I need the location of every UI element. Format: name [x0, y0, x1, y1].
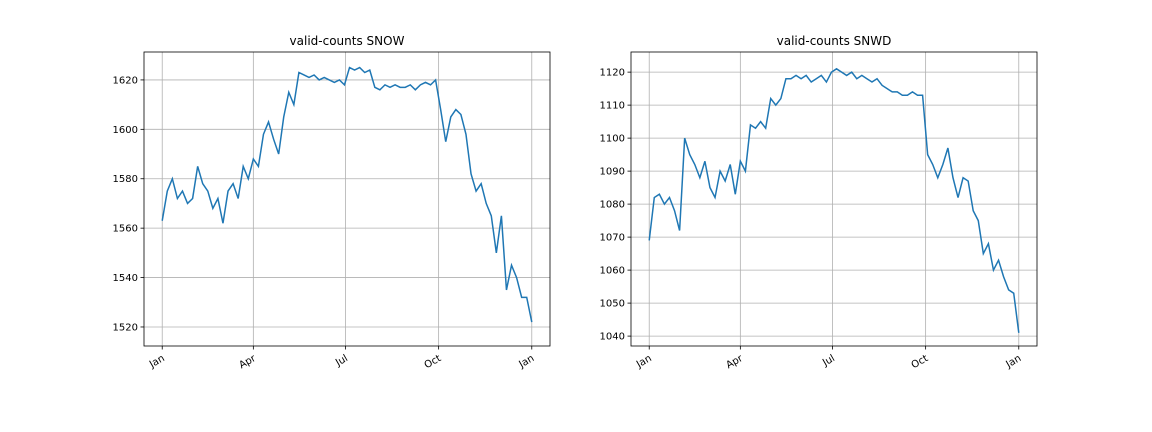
line: [648, 67, 1020, 333]
chart-title: valid-counts SNWD: [777, 34, 892, 48]
y-tick-label: 1080: [600, 200, 625, 211]
x-tick-label: Oct: [423, 353, 444, 371]
y-tick-label: 1090: [600, 167, 625, 178]
y-tick-label: 1620: [113, 75, 138, 86]
y-tick-label: 1100: [600, 134, 625, 145]
x-tick-label: Oct: [910, 353, 931, 371]
y-tick-label: 1540: [113, 273, 138, 284]
y-tick-label: 1110: [600, 101, 625, 112]
x-tick-label: Jul: [333, 353, 350, 369]
y-tick-label: 1060: [600, 266, 625, 277]
x-tick-label: Apr: [724, 353, 745, 372]
y-tick-label: 1520: [113, 322, 138, 333]
y-tick-label: 1580: [113, 174, 138, 185]
x-tick-label: Jan: [517, 353, 537, 371]
x-tick-label: Jan: [1004, 353, 1024, 371]
x-tick-label: Apr: [237, 353, 258, 372]
y-tick-label: 1040: [600, 332, 625, 343]
x-tick-label: Jan: [147, 353, 167, 371]
y-tick-label: 1600: [113, 125, 138, 136]
chart-title: valid-counts SNOW: [290, 34, 405, 48]
axes-frame: [143, 51, 551, 347]
x-tick-label: Jan: [634, 353, 654, 371]
y-tick-label: 1050: [600, 299, 625, 310]
x-tick-label: Jul: [820, 353, 837, 369]
y-tick-label: 1560: [113, 224, 138, 235]
axes-frame: [630, 51, 1038, 347]
y-tick-label: 1070: [600, 233, 625, 244]
y-tick-label: 1120: [600, 68, 625, 79]
line: [161, 66, 533, 323]
